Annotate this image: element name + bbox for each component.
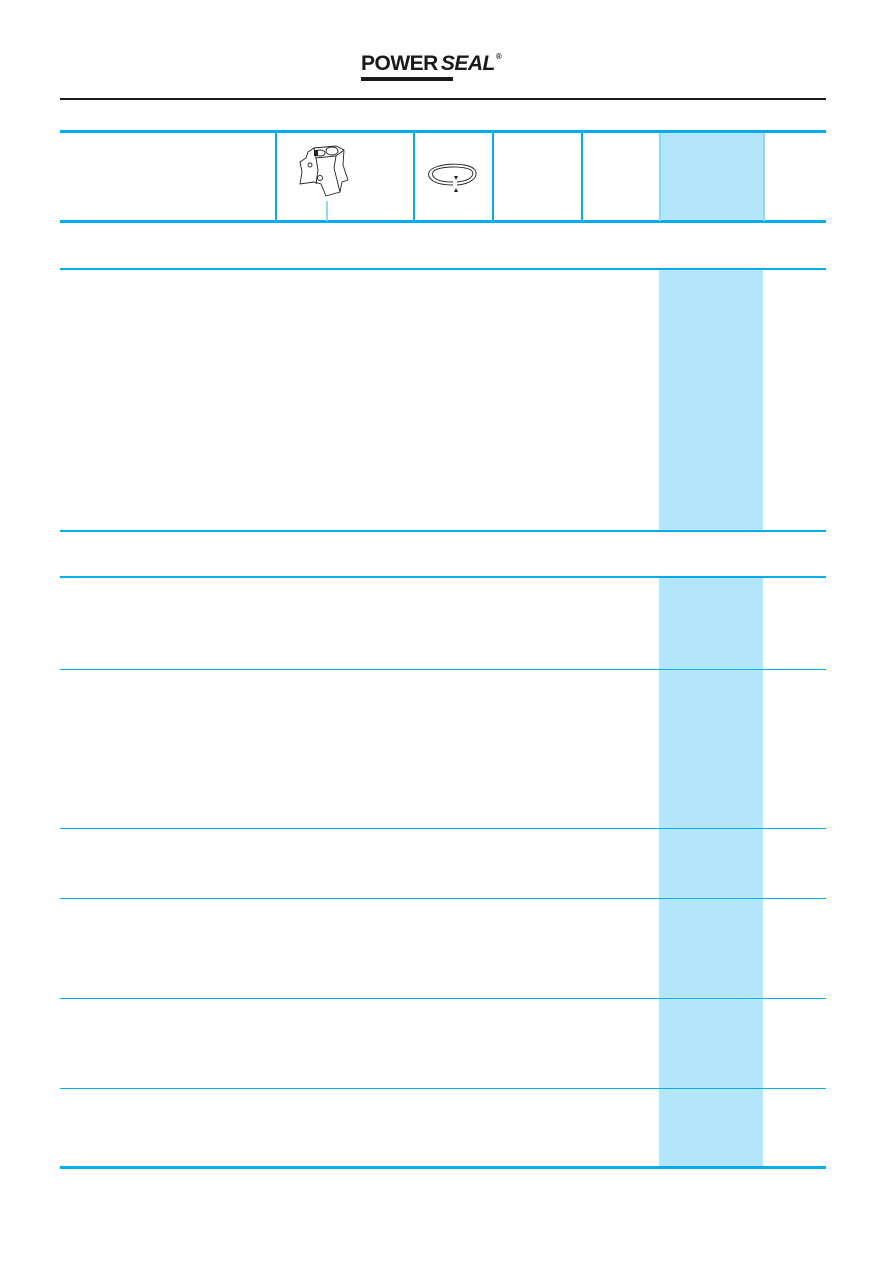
registered-mark: ® [495, 52, 502, 61]
column-divider [763, 133, 765, 221]
column-divider [275, 133, 277, 221]
logo-word-power: POWER [361, 52, 438, 75]
highlight-column-section-2 [659, 577, 763, 1167]
header-rule [60, 98, 826, 100]
header-bottom-border [60, 220, 826, 223]
table-bottom-border [60, 1166, 826, 1169]
highlight-column-section-1 [659, 269, 763, 530]
row-divider [60, 998, 826, 999]
column-divider-short [326, 201, 328, 221]
cylinder-block-icon [299, 145, 349, 197]
column-divider [492, 133, 494, 221]
section-divider [60, 530, 826, 532]
section-divider [60, 576, 826, 578]
powerseal-logo: POWER SEAL® [361, 52, 502, 76]
row-divider [60, 1088, 826, 1089]
highlight-column-header [659, 133, 763, 221]
logo-word-seal: SEAL [440, 52, 496, 75]
column-divider [659, 133, 661, 221]
row-divider [60, 898, 826, 899]
table-top-border [60, 130, 826, 133]
column-divider [581, 133, 583, 221]
logo-underline [361, 77, 453, 81]
row-divider [60, 828, 826, 829]
section-divider [60, 268, 826, 270]
row-divider [60, 669, 826, 670]
column-divider [413, 133, 415, 221]
piston-ring-gap-icon [428, 163, 477, 192]
